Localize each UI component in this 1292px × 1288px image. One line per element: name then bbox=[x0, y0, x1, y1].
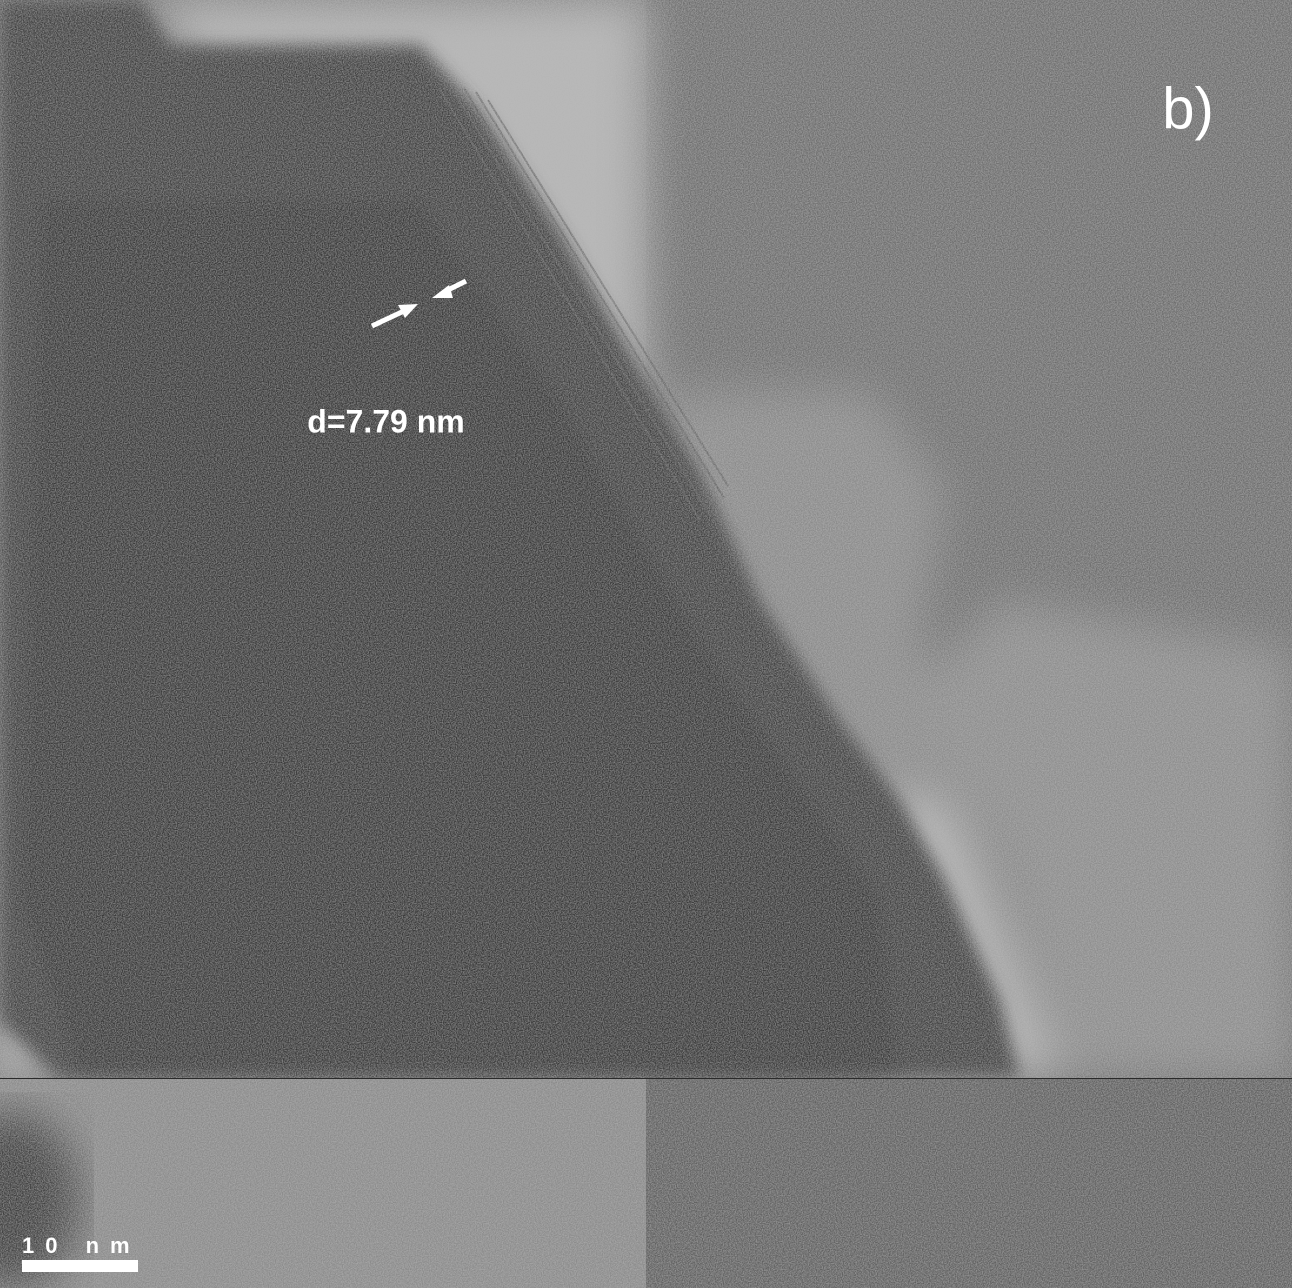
image-background bbox=[0, 0, 1292, 1288]
scale-bar-line bbox=[22, 1260, 138, 1272]
tem-micrograph: b) d=7.79 nm 10 nm bbox=[0, 0, 1292, 1288]
scale-bar: 10 nm bbox=[22, 1233, 141, 1272]
d-spacing-annotation: d=7.79 nm bbox=[307, 403, 464, 439]
panel-label: b) bbox=[1162, 76, 1214, 141]
page: b) d=7.79 nm 10 nm (() => { const data =… bbox=[0, 0, 1292, 1288]
scale-bar-label: 10 nm bbox=[22, 1233, 141, 1258]
